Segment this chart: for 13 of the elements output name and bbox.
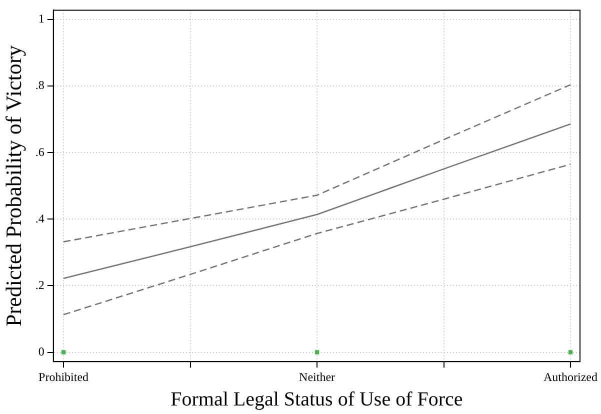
y-tick-label: .6: [35, 144, 44, 159]
y-tick-label: .4: [35, 211, 44, 226]
y-tick-label: .8: [35, 78, 44, 92]
x-tick-label: Authorized: [544, 370, 598, 384]
line-series: [62, 164, 572, 316]
y-axis-title: Predicted Probability of Victory: [0, 45, 26, 326]
x-tick-label: Prohibited: [38, 370, 89, 384]
x-axis-title: Formal Legal Status of Use of Force: [170, 388, 463, 410]
y-tick-label: .2: [35, 278, 44, 292]
y-tick-label: 0: [38, 344, 44, 358]
y-tick-label: 1: [38, 12, 44, 26]
line-series: [62, 84, 572, 242]
x-tick-label: Neither: [299, 370, 336, 384]
